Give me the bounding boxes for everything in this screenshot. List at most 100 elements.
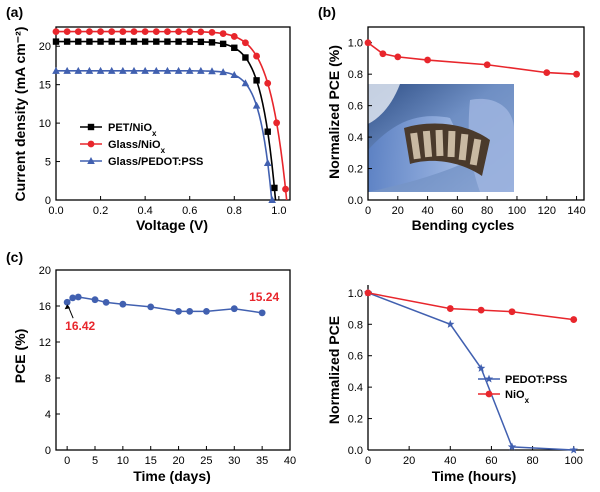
flexible-device-strip	[404, 123, 490, 176]
chart-a-point	[97, 38, 104, 45]
chart-b-point	[483, 61, 491, 69]
chart-a-point	[175, 28, 182, 36]
chart-a-point	[52, 28, 60, 36]
chart-d-ytick-label: 0.8	[348, 319, 363, 331]
chart-d-xlabel: Time (hours)	[432, 468, 517, 484]
chart-c-ytick-label: 12	[39, 337, 51, 349]
chart-b-ytick-label: 0.8	[348, 69, 363, 81]
chart-d-xtick-label: 20	[403, 455, 415, 467]
chart-b-point	[573, 70, 580, 78]
legend-marker	[87, 157, 95, 164]
chart-d-point	[476, 363, 486, 372]
panel-label-a: (a)	[6, 4, 23, 20]
chart-a-frame	[55, 26, 291, 201]
chart-b-ytick-label: 0.4	[348, 132, 363, 144]
chart-a-point	[164, 38, 171, 45]
chart-a-point	[208, 28, 216, 36]
chart-a-point	[197, 28, 205, 36]
chart-b-xtick-label: 100	[508, 205, 526, 217]
chart-b-point	[394, 53, 402, 61]
chart-a-series-0	[52, 38, 278, 201]
chart-a-point	[175, 38, 182, 45]
chart-a-point	[97, 28, 104, 36]
chart-a-point	[141, 28, 149, 36]
chart-d-ytick-label: 1.0	[348, 288, 363, 300]
chart-a-point	[174, 66, 183, 74]
chart-a-point	[197, 66, 205, 74]
chart-a-xlabel: Voltage (V)	[136, 217, 208, 233]
chart-a-point	[219, 40, 227, 48]
legend-label: PET/NiOx	[108, 122, 157, 138]
chart-a-point	[119, 28, 127, 36]
chart-c-point	[91, 296, 99, 304]
chart-c-xtick-label: 25	[200, 455, 212, 467]
chart-d-point	[446, 319, 455, 328]
chart-d-line	[367, 292, 574, 321]
chart-d-xtick-label: 0	[365, 455, 371, 467]
chart-c-point	[119, 300, 127, 308]
chart-a-point	[108, 28, 116, 36]
chart-c-axes: 0 5 10 15 20 25 30 35 40 0 4 8 12 16 20	[39, 265, 296, 467]
chart-c-point	[186, 308, 194, 315]
chart-a-point	[96, 66, 105, 74]
chart-a-series-line	[56, 40, 277, 201]
chart-a-series-line	[56, 70, 273, 201]
chart-c-xtick-label: 35	[256, 455, 268, 467]
chart-a-point	[152, 66, 161, 74]
chart-a-ytick-label: 5	[45, 157, 51, 169]
chart-b-axes: 0 20 40 60 80 100 120 140 0.0 0.2 0.4 0.6 0.8 1.0	[348, 26, 586, 217]
chart-c-xtick-label: 30	[228, 455, 240, 467]
chart-d-point	[477, 306, 485, 314]
chart-b-ytick-label: 0.0	[348, 195, 363, 207]
chart-b-ylabel: Normalized PCE (%)	[326, 45, 342, 179]
chart-a-ylabel: Current density (mA cm⁻²)	[12, 27, 28, 202]
chart-a-axes: 0.0 0.2 0.4 0.6 0.8 1.0 0 5 10 15 20	[39, 26, 291, 217]
chart-a-point	[74, 28, 82, 36]
chart-d-ytick-label: 0.0	[348, 445, 363, 457]
chart-b-xtick-label: 80	[481, 205, 493, 217]
chart-d-point	[446, 305, 454, 312]
chart-c-xtick-label: 15	[145, 455, 157, 467]
chart-a-xtick-label: 0.4	[137, 205, 152, 217]
chart-a-point	[141, 38, 149, 45]
legend-label: Glass/PEDOT:PSS	[108, 156, 203, 168]
chart-c-point	[63, 298, 71, 306]
chart-c-ylabel: PCE (%)	[12, 329, 28, 383]
chart-a-point	[219, 30, 227, 37]
chart-a-point	[273, 119, 281, 127]
chart-b-point	[379, 50, 387, 58]
chart-a-point	[74, 66, 83, 74]
chart-c-point	[147, 303, 155, 311]
panel-label-b: (b)	[318, 4, 336, 20]
chart-c-point	[230, 305, 238, 313]
chart-d-line	[367, 292, 574, 451]
chart-a-point	[264, 128, 271, 135]
chart-b-series	[364, 39, 580, 78]
chart-a-point	[186, 28, 194, 36]
chart-a-point	[208, 39, 216, 46]
panel-label-c: (c)	[6, 249, 23, 265]
chart-a-series-line	[56, 30, 288, 201]
chart-c-series: 16.42 15.24	[63, 290, 279, 333]
chart-a-point	[141, 66, 149, 74]
chart-a-point	[197, 38, 205, 46]
chart-a-xtick-label: 0.8	[227, 205, 242, 217]
chart-b-xtick-label: 20	[392, 205, 404, 217]
chart-c-ytick-label: 4	[45, 409, 51, 421]
chart-a-point	[52, 66, 60, 74]
chart-a-point	[241, 79, 250, 87]
chart-a-point	[130, 66, 138, 74]
chart-a-point	[163, 66, 172, 74]
chart-a-point	[119, 66, 127, 74]
chart-a-ytick-label: 0	[45, 195, 51, 207]
chart-a-ytick-label: 10	[39, 118, 51, 130]
chart-a-point	[63, 28, 71, 36]
annotation-arrowhead	[64, 304, 71, 310]
chart-a-point	[107, 66, 116, 74]
chart-a-point	[63, 66, 71, 74]
chart-c-xtick-label: 0	[64, 455, 70, 467]
chart-a-point	[130, 38, 138, 45]
chart-c-xlabel: Time (days)	[133, 468, 211, 484]
